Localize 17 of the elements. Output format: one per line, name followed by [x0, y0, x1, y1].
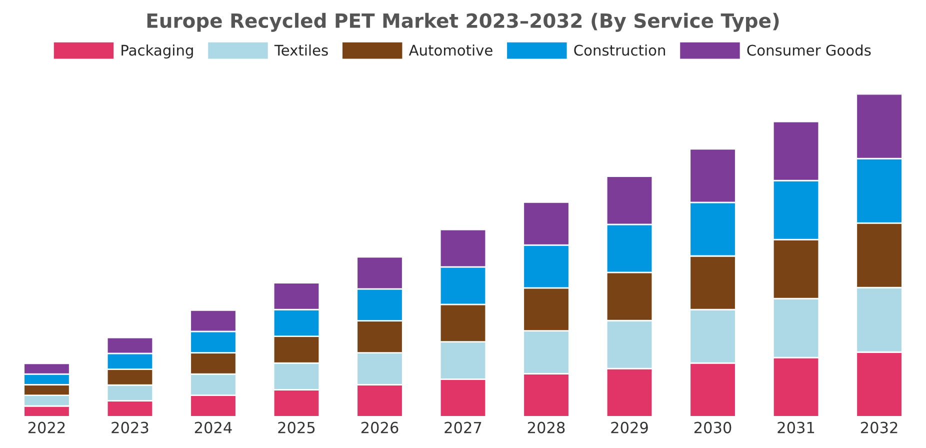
x-tick-label: 2026 [361, 422, 398, 434]
x-tick-label: 2024 [194, 422, 232, 434]
legend-label: Packaging [122, 44, 193, 59]
legend-label: Consumer Goods [747, 44, 871, 56]
legend-label: Automotive [408, 44, 492, 56]
legend-label: Construction [574, 44, 665, 56]
x-tick-label: 2028 [528, 422, 565, 434]
legend-label: Textiles [274, 44, 328, 56]
x-tick-label: 2027 [444, 422, 482, 434]
x-tick-label: 2022 [28, 422, 65, 434]
x-tick-label: 2031 [778, 422, 814, 434]
x-tick-label: 2029 [611, 422, 648, 434]
x-tick-label: 2032 [860, 422, 898, 434]
chart-title: Europe Recycled PET Market 2023–2032 (By Service Type) [147, 12, 779, 32]
x-tick-label: 2023 [112, 422, 148, 434]
x-tick-label: 2025 [278, 422, 315, 434]
x-tick-label: 2030 [694, 422, 732, 434]
